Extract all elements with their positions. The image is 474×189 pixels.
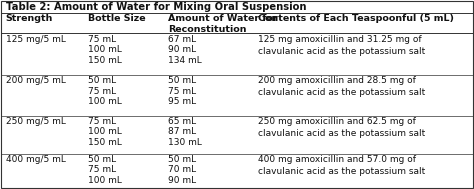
Text: Table 2: Amount of Water for Mixing Oral Suspension: Table 2: Amount of Water for Mixing Oral…	[6, 2, 306, 12]
Text: 100 mL: 100 mL	[88, 46, 121, 54]
Text: 75 mL: 75 mL	[88, 87, 116, 95]
Text: Amount of Water for
Reconstitution: Amount of Water for Reconstitution	[168, 14, 278, 34]
Text: 70 mL: 70 mL	[168, 166, 196, 174]
Text: 200 mg amoxicillin and 28.5 mg of
clavulanic acid as the potassium salt: 200 mg amoxicillin and 28.5 mg of clavul…	[258, 76, 426, 97]
Text: 100 mL: 100 mL	[88, 176, 121, 185]
Text: 75 mL: 75 mL	[88, 166, 116, 174]
Text: 125 mg/5 mL: 125 mg/5 mL	[6, 35, 65, 44]
Text: Bottle Size: Bottle Size	[88, 14, 146, 23]
Text: 50 mL: 50 mL	[88, 76, 116, 85]
Text: 400 mg/5 mL: 400 mg/5 mL	[6, 155, 65, 164]
Text: 75 mL: 75 mL	[88, 117, 116, 126]
Text: 90 mL: 90 mL	[168, 176, 196, 185]
Text: 75 mL: 75 mL	[88, 35, 116, 44]
Text: 50 mL: 50 mL	[88, 155, 116, 164]
Text: 250 mg/5 mL: 250 mg/5 mL	[6, 117, 65, 126]
Text: 87 mL: 87 mL	[168, 128, 196, 136]
Text: 130 mL: 130 mL	[168, 138, 202, 147]
Text: Strength: Strength	[6, 14, 53, 23]
Text: 100 mL: 100 mL	[88, 128, 121, 136]
Text: 50 mL: 50 mL	[168, 155, 196, 164]
Text: 250 mg amoxicillin and 62.5 mg of
clavulanic acid as the potassium salt: 250 mg amoxicillin and 62.5 mg of clavul…	[258, 117, 426, 138]
Text: 75 mL: 75 mL	[168, 87, 196, 95]
Text: 400 mg amoxicillin and 57.0 mg of
clavulanic acid as the potassium salt: 400 mg amoxicillin and 57.0 mg of clavul…	[258, 155, 426, 176]
Text: 50 mL: 50 mL	[168, 76, 196, 85]
Text: 67 mL: 67 mL	[168, 35, 196, 44]
Text: 134 mL: 134 mL	[168, 56, 202, 65]
Text: 90 mL: 90 mL	[168, 46, 196, 54]
Text: 200 mg/5 mL: 200 mg/5 mL	[6, 76, 65, 85]
Text: 125 mg amoxicillin and 31.25 mg of
clavulanic acid as the potassium salt: 125 mg amoxicillin and 31.25 mg of clavu…	[258, 35, 426, 56]
Text: 100 mL: 100 mL	[88, 97, 121, 106]
Text: 150 mL: 150 mL	[88, 56, 121, 65]
Text: 150 mL: 150 mL	[88, 138, 121, 147]
Text: Contents of Each Teaspoonful (5 mL): Contents of Each Teaspoonful (5 mL)	[258, 14, 455, 23]
Text: 65 mL: 65 mL	[168, 117, 196, 126]
Text: 95 mL: 95 mL	[168, 97, 196, 106]
